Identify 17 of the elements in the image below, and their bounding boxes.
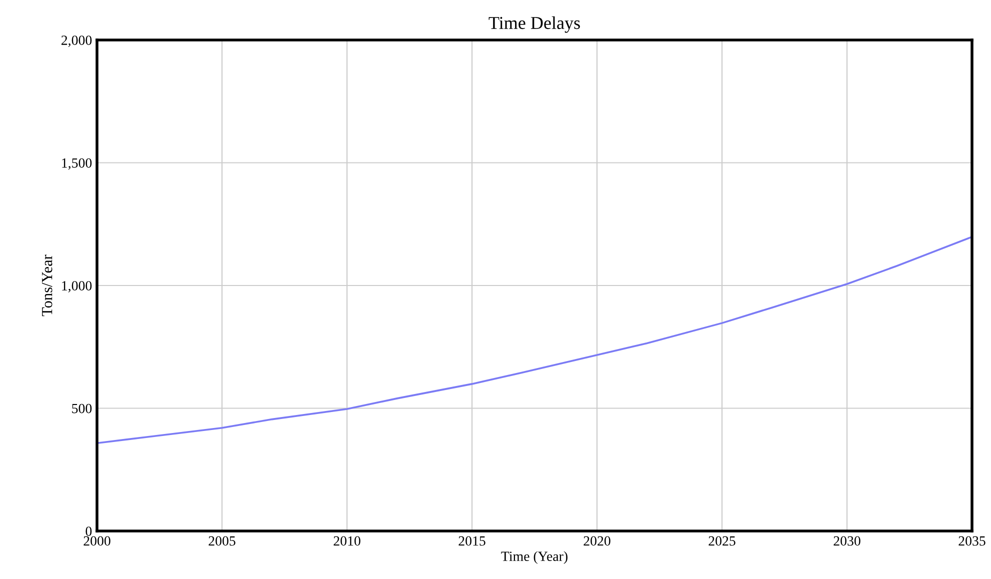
y-tick-label: 0 <box>86 526 92 536</box>
x-tick-label: 2005 <box>208 536 236 546</box>
chart-title: Time Delays <box>488 16 580 33</box>
y-tick-label: 500 <box>72 404 92 414</box>
x-tick-label: 2010 <box>334 536 360 546</box>
y-tick-label: 1,000 <box>62 281 92 292</box>
x-tick-label: 2020 <box>584 536 610 546</box>
x-axis-title: Time (Year) <box>501 551 568 564</box>
x-tick-label: 2025 <box>708 536 736 546</box>
y-tick-label: 2,000 <box>62 36 92 47</box>
x-tick-label: 2030 <box>834 536 860 546</box>
x-tick-label: 2035 <box>958 536 986 546</box>
x-tick-label: 2015 <box>458 536 486 546</box>
y-tick-label: 1,500 <box>62 158 92 170</box>
x-tick-label: 2000 <box>84 536 110 546</box>
line-series <box>97 236 972 444</box>
y-axis-title: Tons/Year <box>42 254 52 316</box>
